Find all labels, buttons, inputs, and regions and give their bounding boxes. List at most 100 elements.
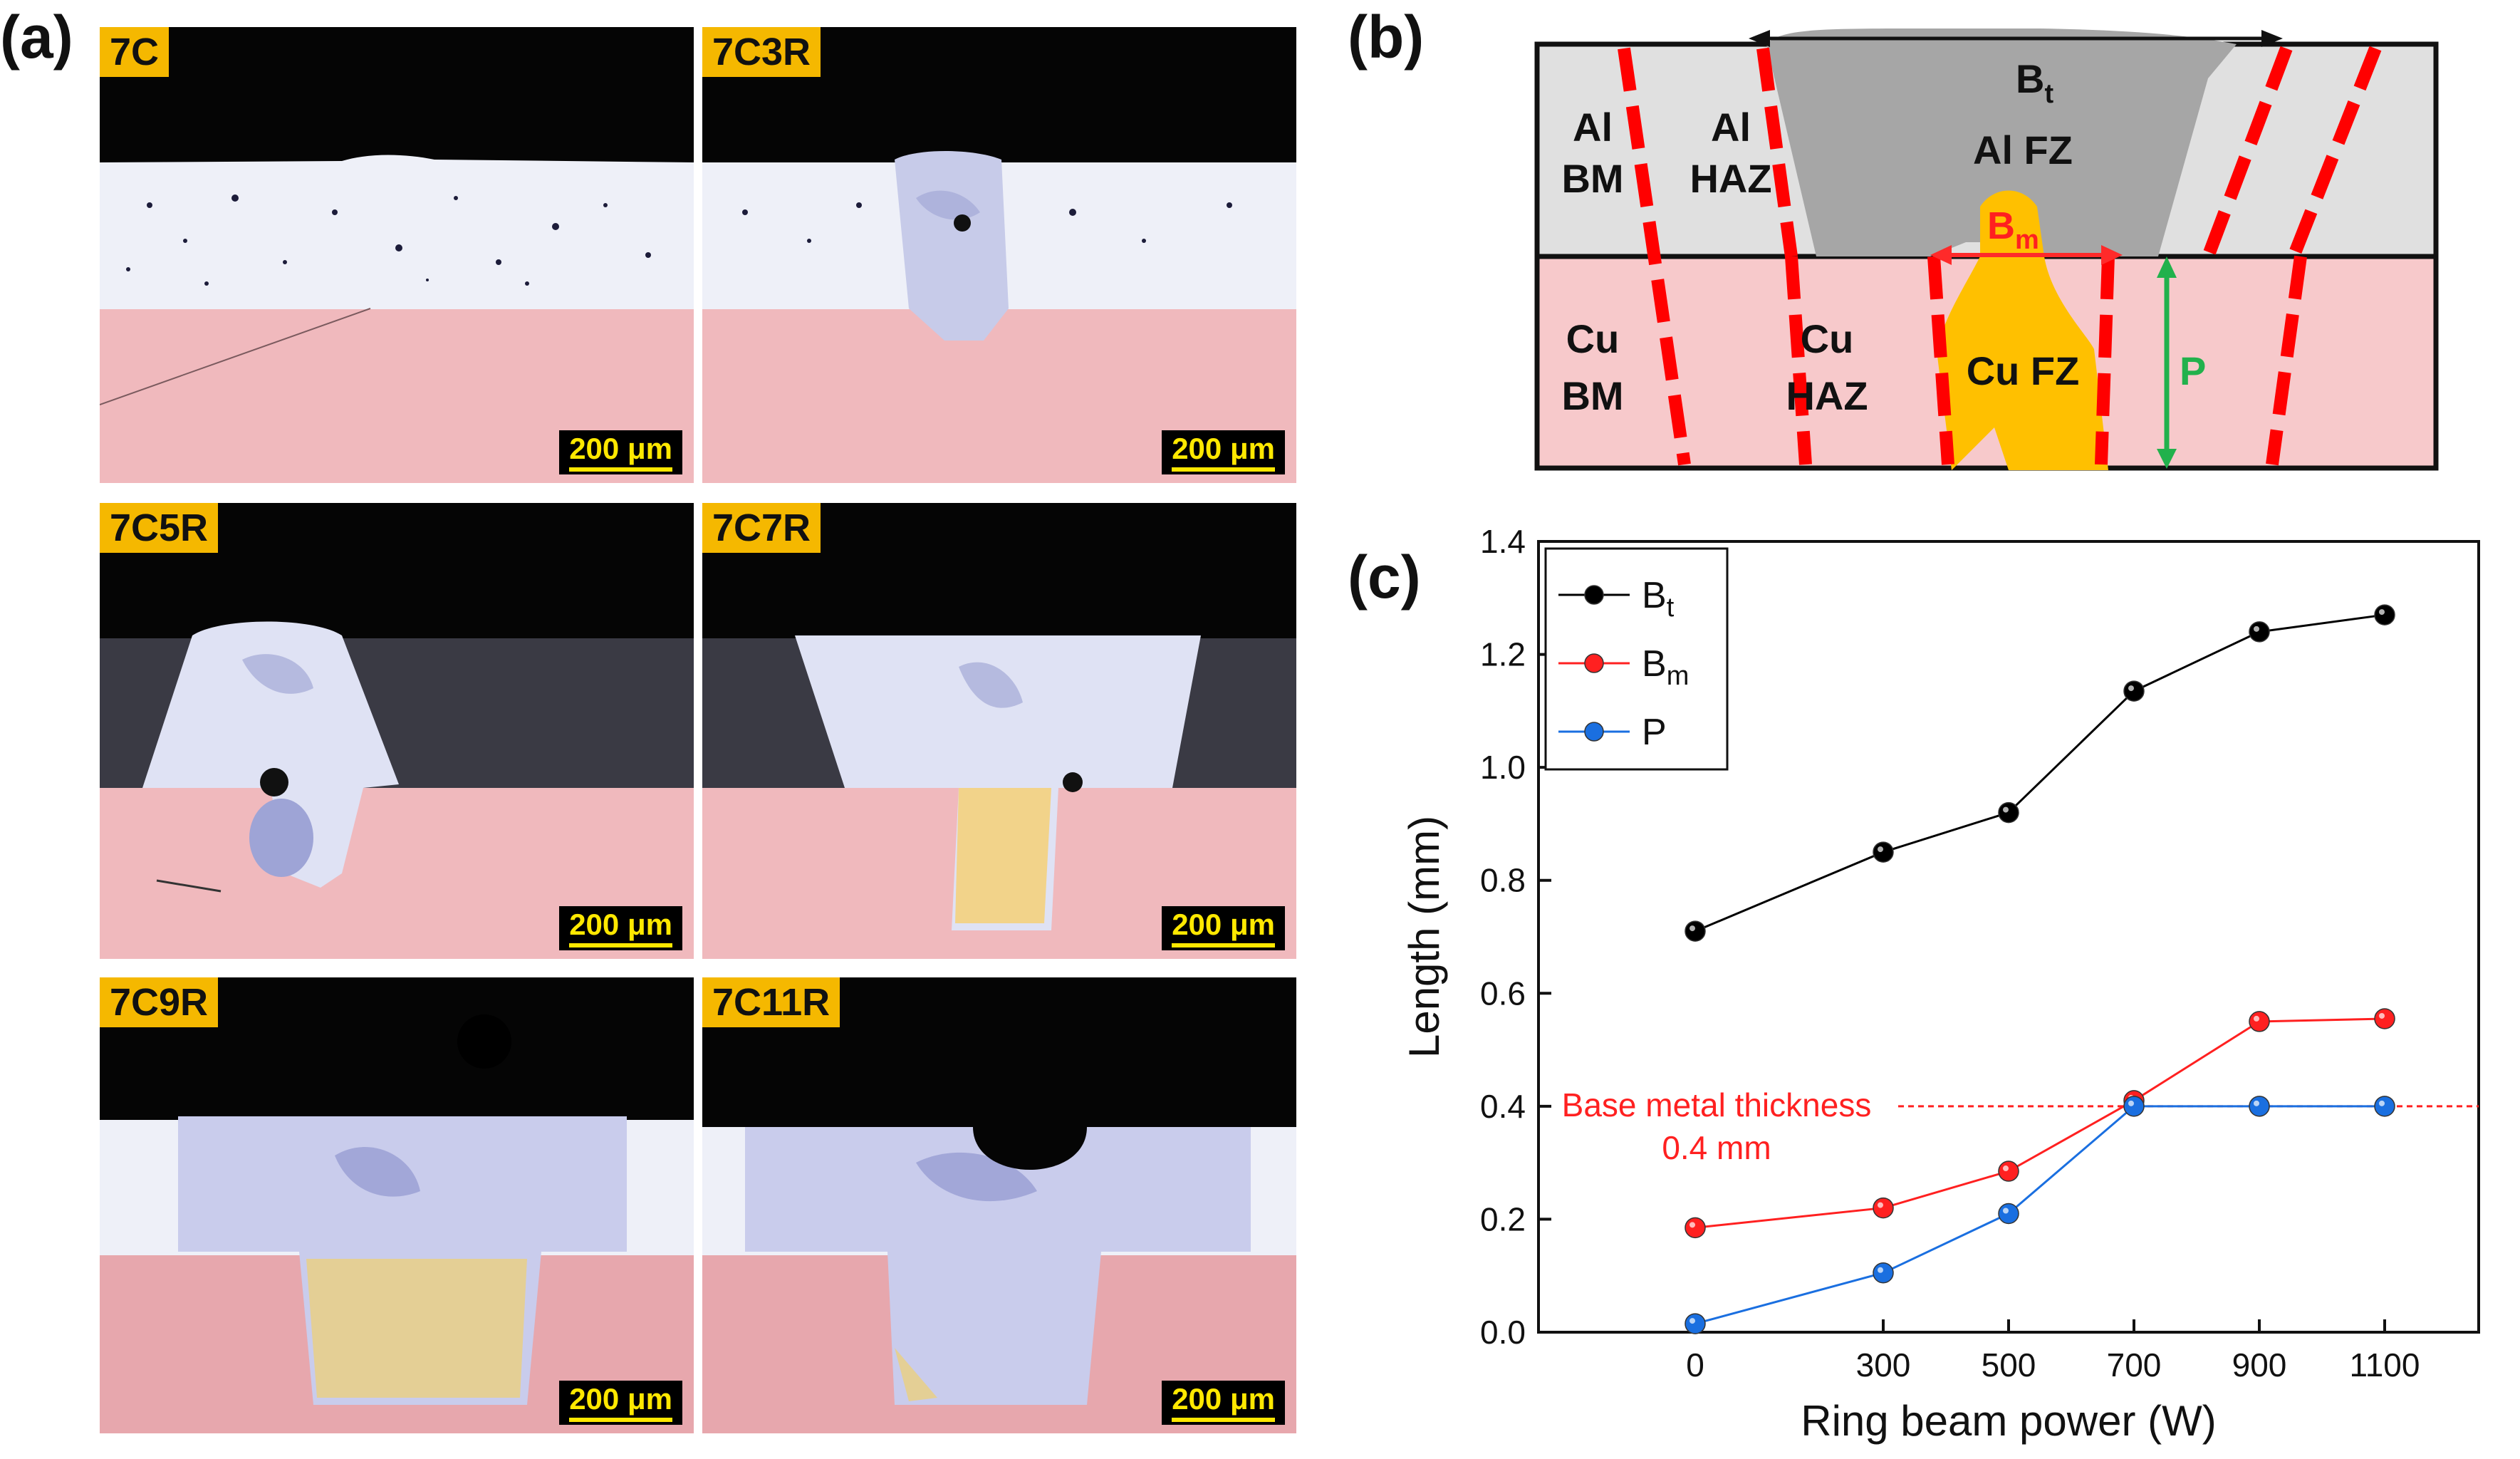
p-label: P bbox=[2180, 348, 2206, 393]
boundary-dashes bbox=[1618, 46, 2382, 466]
x-tick-label: 500 bbox=[1982, 1346, 2036, 1383]
data-point-highlight bbox=[2128, 1100, 2134, 1106]
legend-marker bbox=[1584, 722, 1604, 742]
scale-bar: 200 μm bbox=[1162, 906, 1285, 950]
micrograph-7c11r: 7C11R 200 μm bbox=[702, 977, 1296, 1433]
al-bm-label: Al bbox=[1573, 105, 1613, 150]
reference-value-label: 0.4 mm bbox=[1662, 1129, 1771, 1166]
cu-bm-label: BM bbox=[1561, 373, 1623, 418]
data-point bbox=[1685, 1217, 1706, 1239]
micrograph-7c9r: 7C9R 200 μm bbox=[100, 977, 694, 1433]
scale-bar: 200 μm bbox=[559, 1381, 682, 1425]
y-tick-label: 0.2 bbox=[1480, 1200, 1526, 1237]
y-tick-label: 0.8 bbox=[1480, 862, 1526, 899]
legend-marker bbox=[1584, 653, 1604, 673]
series-layer bbox=[1685, 604, 2395, 1334]
data-point bbox=[1685, 920, 1706, 942]
panel-a-label: (a) bbox=[0, 4, 73, 71]
scale-bar: 200 μm bbox=[559, 430, 682, 474]
micrograph-7c3r: 7C3R 200 μm bbox=[702, 27, 1296, 483]
length-chart: 0.0 0.2 0.4 0.6 0.8 1.0 1.2 1.4 0 300 500 700 900 11… bbox=[1400, 523, 2480, 1445]
al-fz-label: Al FZ bbox=[1973, 128, 2073, 172]
panel-b-label: (b) bbox=[1348, 4, 1425, 71]
micrograph-tag: 7C11R bbox=[702, 977, 840, 1027]
series-line-bm bbox=[1694, 1017, 2385, 1229]
al-bm-label: BM bbox=[1561, 156, 1623, 201]
data-point bbox=[2374, 1008, 2395, 1029]
x-tick-label: 300 bbox=[1856, 1346, 1911, 1383]
cu-haz-label: Cu bbox=[1801, 316, 1854, 361]
data-point-highlight bbox=[2379, 1100, 2385, 1106]
data-point-highlight bbox=[1878, 846, 1883, 853]
legend-marker bbox=[1584, 585, 1604, 605]
al-haz-label: Al bbox=[1711, 105, 1751, 150]
reference-line: Base metal thickness 0.4 mm bbox=[1562, 1086, 2479, 1166]
cu-fusion-zone bbox=[1937, 190, 2108, 470]
x-axis-label: Ring beam power (W) bbox=[1801, 1397, 2217, 1445]
data-point-highlight bbox=[1878, 1267, 1883, 1273]
x-tick-label: 0 bbox=[1686, 1346, 1704, 1383]
x-tick-label: 1100 bbox=[2350, 1346, 2420, 1383]
data-point bbox=[1873, 841, 1894, 863]
cu-fz-label: Cu FZ bbox=[1967, 348, 2080, 393]
y-axis-label: Length (mm) bbox=[1400, 816, 1448, 1058]
data-point bbox=[2249, 1011, 2270, 1032]
scale-bar: 200 μm bbox=[1162, 1381, 1285, 1425]
data-point bbox=[2249, 621, 2270, 643]
legend-label: P bbox=[1642, 712, 1667, 753]
micrograph-7c: 7C 200 μm bbox=[100, 27, 694, 483]
weld-schematic: Al BM Al HAZ Al FZ Cu BM Cu HAZ Cu FZ Bt… bbox=[1534, 28, 2439, 471]
data-point bbox=[1873, 1197, 1894, 1219]
data-point bbox=[2374, 1096, 2395, 1117]
data-point bbox=[2249, 1096, 2270, 1117]
x-axis: 0 300 500 700 900 1100 bbox=[1686, 1319, 2420, 1383]
data-point bbox=[1998, 1203, 2019, 1225]
scale-bar: 200 μm bbox=[1162, 430, 1285, 474]
data-point-highlight bbox=[2254, 1100, 2259, 1106]
data-point bbox=[2374, 604, 2395, 625]
legend-label: Bm bbox=[1642, 643, 1689, 691]
data-point bbox=[1998, 1161, 2019, 1182]
micrograph-7c7r: 7C7R 200 μm bbox=[702, 503, 1296, 959]
micrograph-tag: 7C9R bbox=[100, 977, 219, 1027]
data-point-highlight bbox=[2254, 625, 2259, 632]
data-point bbox=[1873, 1262, 1894, 1284]
data-point-highlight bbox=[2128, 685, 2134, 692]
series-line-p bbox=[1694, 1105, 2385, 1325]
al-haz-label: HAZ bbox=[1689, 156, 1771, 201]
y-tick-label: 0.6 bbox=[1480, 975, 1526, 1012]
data-point-highlight bbox=[1689, 1318, 1695, 1324]
y-tick-label: 0.0 bbox=[1480, 1314, 1526, 1351]
legend-box bbox=[1544, 547, 1729, 771]
data-point-highlight bbox=[1689, 925, 1695, 932]
scale-bar: 200 μm bbox=[559, 906, 682, 950]
micrograph-tag: 7C bbox=[100, 27, 170, 77]
data-point-highlight bbox=[2379, 1012, 2385, 1019]
x-tick-label: 700 bbox=[2107, 1346, 2162, 1383]
panel-c-label: (c) bbox=[1348, 544, 1421, 611]
micrograph-tag: 7C7R bbox=[702, 503, 821, 553]
data-point-highlight bbox=[2003, 1165, 2009, 1172]
data-point-highlight bbox=[2003, 1208, 2009, 1214]
y-tick-label: 1.4 bbox=[1480, 523, 1526, 560]
reference-label: Base metal thickness bbox=[1562, 1086, 1872, 1123]
legend-label: Bt bbox=[1642, 575, 1675, 623]
micrograph-tag: 7C5R bbox=[100, 503, 219, 553]
data-point-highlight bbox=[2003, 806, 2009, 813]
data-point-highlight bbox=[2254, 1015, 2259, 1022]
data-point bbox=[2123, 1096, 2145, 1117]
cu-haz-label: HAZ bbox=[1786, 373, 1868, 418]
legend: Bt Bm P bbox=[1544, 547, 1729, 771]
x-tick-label: 900 bbox=[2232, 1346, 2287, 1383]
data-point-highlight bbox=[2379, 609, 2385, 616]
data-point bbox=[2123, 680, 2145, 702]
micrograph-tag: 7C3R bbox=[702, 27, 821, 77]
bm-label: Bm bbox=[1987, 204, 2039, 255]
y-axis: 0.0 0.2 0.4 0.6 0.8 1.0 1.2 1.4 bbox=[1480, 523, 1551, 1351]
y-tick-label: 1.2 bbox=[1480, 636, 1526, 673]
data-point-highlight bbox=[1878, 1202, 1883, 1208]
micrograph-7c5r: 7C5R 200 μm bbox=[100, 503, 694, 959]
data-point bbox=[1685, 1313, 1706, 1334]
y-tick-label: 0.4 bbox=[1480, 1088, 1526, 1125]
data-point-highlight bbox=[1689, 1222, 1695, 1228]
